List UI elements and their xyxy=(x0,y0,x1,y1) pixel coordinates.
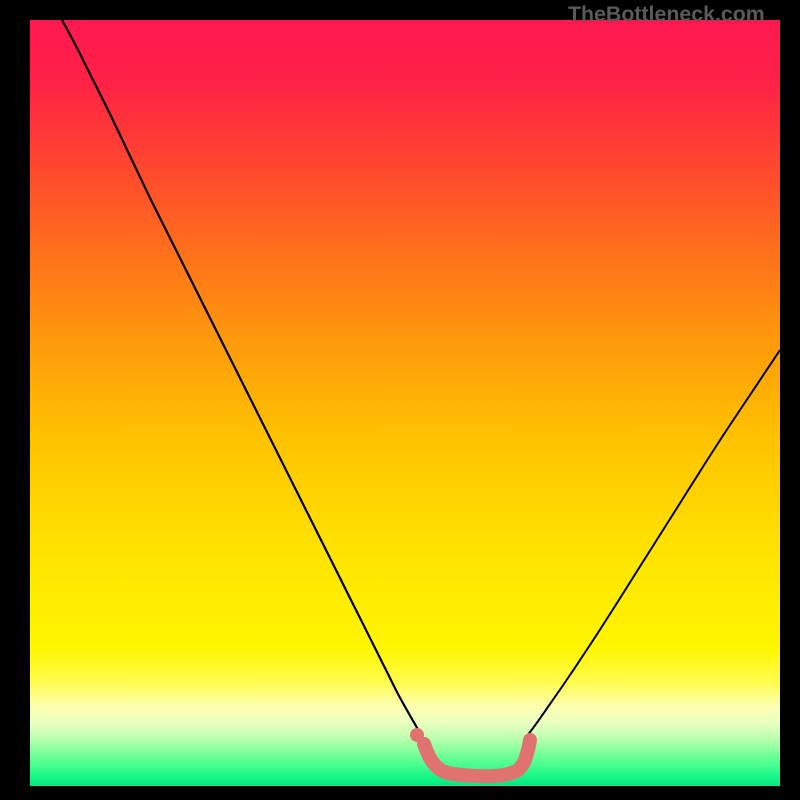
chart-frame: TheBottleneck.com xyxy=(0,0,800,800)
plot-border xyxy=(0,0,800,800)
